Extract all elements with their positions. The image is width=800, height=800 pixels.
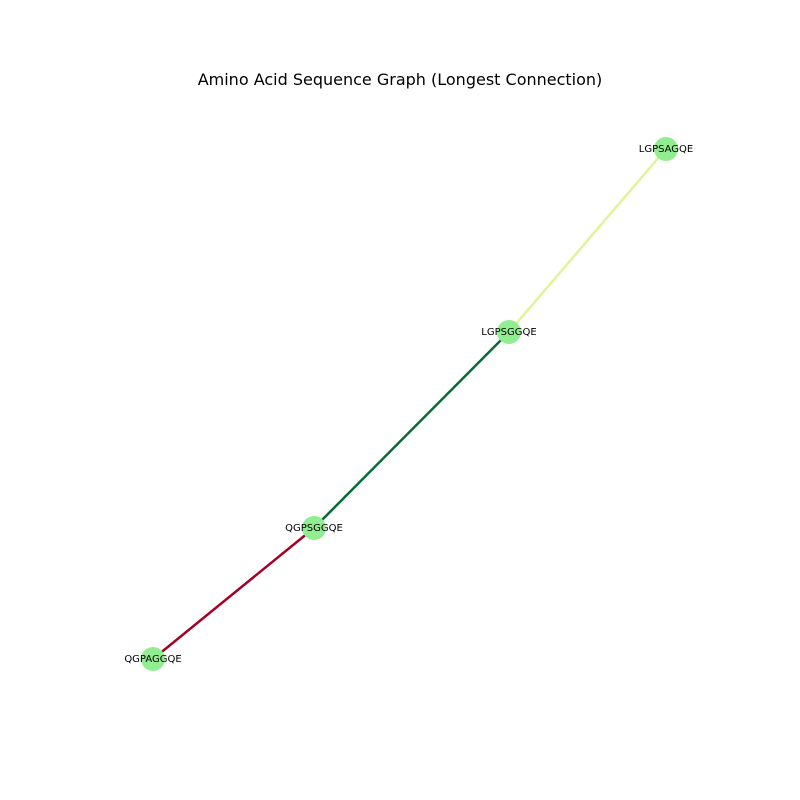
edge-lgpsagqe-lgpsggqe bbox=[508, 148, 667, 333]
edge-qgpsggqe-qgpaggqe bbox=[152, 527, 315, 660]
edge-lgpsggqe-qgpsggqe bbox=[313, 331, 510, 529]
node-lgpsagqe: LGPSAGQE bbox=[639, 137, 694, 161]
node-qgpagggqe: QGPAGGQE bbox=[124, 647, 182, 671]
node-label: LGPSGGQE bbox=[481, 327, 536, 338]
node-label: QGPSGGQE bbox=[285, 523, 343, 534]
graph-title: Amino Acid Sequence Graph (Longest Conne… bbox=[197, 70, 603, 89]
node-label: LGPSAGQE bbox=[639, 144, 694, 155]
node-qgpsggqe: QGPSGGQE bbox=[285, 516, 343, 540]
node-label: QGPAGGQE bbox=[124, 654, 181, 665]
node-lgpsggqe: LGPSGGQE bbox=[481, 320, 537, 344]
